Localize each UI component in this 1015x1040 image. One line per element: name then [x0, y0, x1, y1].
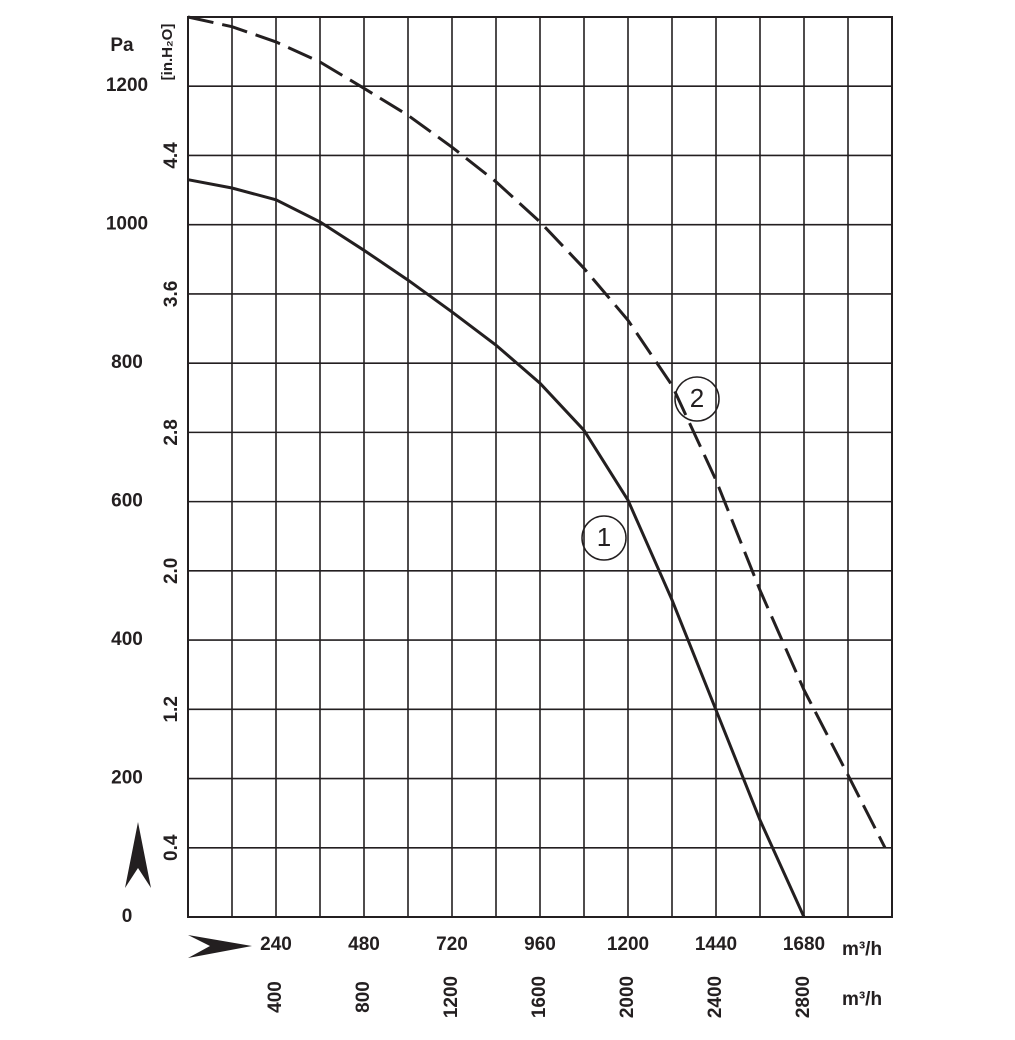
y-tick-label: 0 — [122, 906, 133, 927]
y2-tick-label: 4.4 — [161, 142, 182, 169]
x-tick-label: 1440 — [695, 934, 737, 955]
y2-unit: [in.H₂O] — [159, 24, 176, 81]
y-tick-label: 400 — [111, 629, 143, 650]
curve-label-circle — [581, 515, 627, 561]
plot-frame — [187, 16, 893, 918]
x-tick-label: 1680 — [783, 934, 825, 955]
x2-tick-label: 1200 — [441, 976, 462, 1018]
curve-label-circle — [674, 376, 720, 422]
y2-tick-label: 1.2 — [161, 696, 182, 722]
x-tick-label: 960 — [524, 934, 556, 955]
y-tick-label: 200 — [111, 768, 143, 789]
x2-tick-label: 400 — [265, 981, 286, 1013]
y-tick-label: 1000 — [106, 214, 148, 235]
y-arrow — [125, 822, 151, 888]
y2-tick-label: 2.8 — [161, 419, 182, 445]
x-arrow — [188, 935, 252, 958]
curve-label: 2 — [690, 383, 704, 413]
y-unit: Pa — [110, 35, 134, 56]
x2-tick-label: 2800 — [793, 976, 814, 1018]
curve-label: 1 — [597, 522, 611, 552]
x-tick-label: 1200 — [607, 934, 649, 955]
x2-tick-label: 1600 — [529, 976, 550, 1018]
y2-tick-label: 0.4 — [161, 834, 182, 861]
y-tick-label: 800 — [111, 352, 143, 373]
x2-unit: m³/h — [842, 989, 882, 1010]
x-tick-label: 720 — [436, 934, 468, 955]
x-tick-label: 240 — [260, 934, 292, 955]
x2-tick-label: 2400 — [705, 976, 726, 1018]
y-tick-label: 1200 — [106, 75, 148, 96]
curve — [187, 178, 806, 918]
x2-tick-label: 800 — [353, 981, 374, 1013]
x-tick-label: 480 — [348, 934, 380, 955]
y2-tick-label: 3.6 — [161, 281, 182, 307]
x-unit: m³/h — [842, 939, 882, 960]
y-tick-label: 600 — [111, 491, 143, 512]
x2-tick-label: 2000 — [617, 976, 638, 1018]
y2-tick-label: 2.0 — [161, 558, 182, 584]
curve — [187, 15, 887, 849]
